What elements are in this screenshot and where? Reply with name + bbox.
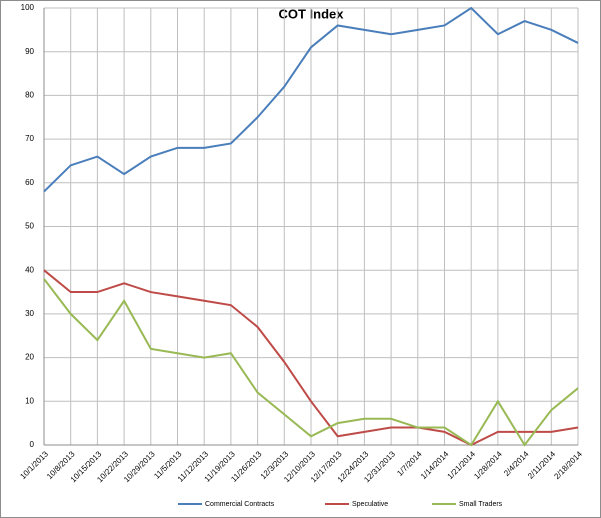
series-line [43,269,579,447]
y-tick-label: 50 [25,222,34,231]
y-tick-label: 70 [25,134,34,143]
y-tick-label: 30 [25,309,34,318]
legend-label: Commercial Contracts [205,501,275,508]
y-tick-label: 0 [30,440,35,449]
series-line [43,278,579,447]
y-tick-label: 40 [25,265,34,274]
legend-label: Speculative [352,501,388,508]
y-tick-label: 100 [21,3,35,12]
series-line [43,6,579,193]
y-tick-label: 90 [25,47,34,56]
y-tick-label: 10 [25,396,34,405]
legend-label: Small Traders [459,501,503,508]
y-tick-label: 80 [25,91,34,100]
y-tick-label: 20 [25,353,34,362]
y-tick-label: 60 [25,178,34,187]
